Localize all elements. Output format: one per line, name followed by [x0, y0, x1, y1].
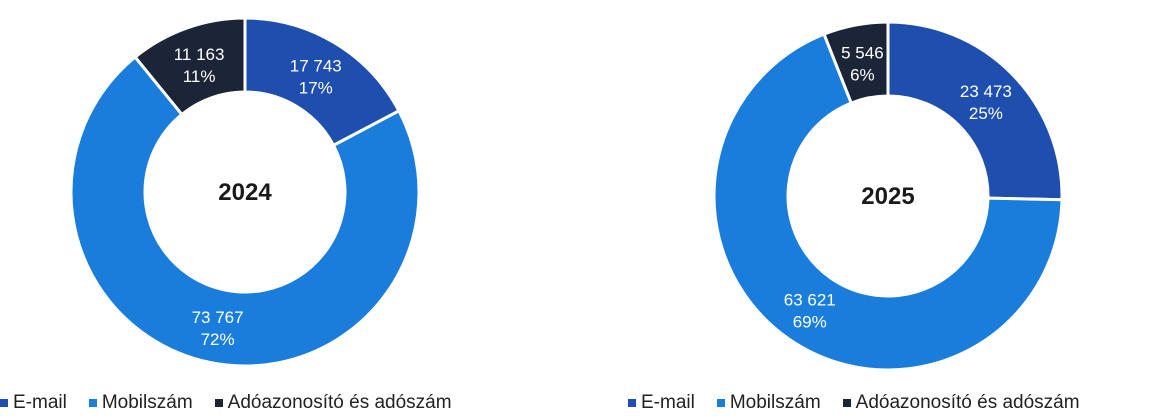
slice-email	[886, 20, 1064, 202]
value-label-mobil: 73 767	[192, 308, 244, 327]
legend-swatch-mobil	[716, 399, 725, 407]
donut-chart-2025: 23 473 25% 63 621 69% 5 546 6% 2025 E-mail Mob…	[578, 0, 1156, 416]
legend-item-mobil: Mobilszám	[716, 392, 821, 414]
legend-item-ado: Adóazonosító és adószám	[842, 392, 1080, 414]
data-label-email: 17 743 17%	[290, 57, 342, 98]
legend-label-email: E-mail	[641, 392, 695, 413]
legend-item-email: E-mail	[0, 392, 67, 414]
value-label-email: 17 743	[290, 57, 342, 76]
value-label-email: 23 473	[960, 82, 1012, 101]
legend-item-email: E-mail	[628, 392, 695, 414]
legend-label-ado: Adóazonosító és adószám	[227, 392, 452, 413]
legend-swatch-ado	[842, 399, 851, 407]
legend-swatch-email	[628, 399, 636, 407]
slice-ado	[822, 20, 890, 105]
legend-2024: E-mail Mobilszám Adóazonosító és adószám	[0, 392, 452, 414]
slice-ado	[133, 16, 247, 117]
data-label-mobil: 63 621 69%	[784, 290, 836, 331]
percent-label-email: 25%	[969, 104, 1003, 123]
donut-chart-2024: 17 743 17% 73 767 72% 11 163 11% 2024 E-mail M…	[0, 16, 452, 414]
legend-item-ado: Adóazonosító és adószám	[214, 392, 452, 414]
percent-label-ado: 11%	[183, 67, 216, 86]
data-label-mobil: 73 767 72%	[192, 308, 244, 349]
legend-label-email: E-mail	[13, 392, 67, 413]
legend-swatch-email	[0, 399, 8, 407]
data-label-email: 23 473 25%	[960, 82, 1012, 123]
legend-label-ado: Adóazonosító és adószám	[855, 392, 1080, 413]
legend-swatch-mobil	[88, 399, 97, 407]
legend-label-mobil: Mobilszám	[101, 392, 193, 413]
slice-mobil	[69, 54, 421, 368]
percent-label-mobil: 72%	[201, 330, 235, 349]
center-year-label: 2025	[861, 183, 914, 210]
value-label-ado: 11 163	[174, 45, 225, 64]
legend-swatch-ado	[214, 399, 223, 407]
data-label-ado: 5 546 6%	[841, 43, 884, 84]
legend-label-mobil: Mobilszám	[729, 392, 821, 413]
percent-label-mobil: 69%	[793, 312, 827, 331]
percent-label-ado: 6%	[850, 65, 875, 84]
value-label-mobil: 63 621	[784, 290, 836, 309]
slice-mobil	[712, 32, 1064, 372]
data-label-ado: 11 163 11%	[174, 45, 225, 86]
donut-svg-2024: 17 743 17% 73 767 72% 11 163 11% 2024	[69, 16, 421, 368]
center-year-label: 2024	[218, 179, 272, 206]
donut-svg-2025: 23 473 25% 63 621 69% 5 546 6% 2025	[712, 20, 1064, 372]
value-label-ado: 5 546	[841, 43, 884, 62]
legend-item-mobil: Mobilszám	[88, 392, 193, 414]
legend-2025: E-mail Mobilszám Adóazonosító és adószám	[628, 392, 1080, 414]
percent-label-email: 17%	[299, 79, 333, 98]
